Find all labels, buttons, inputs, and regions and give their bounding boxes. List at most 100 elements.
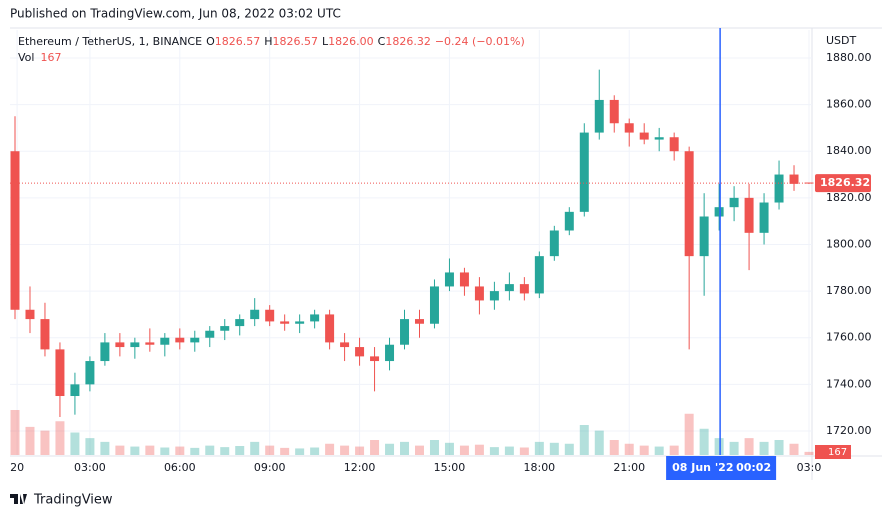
volume-bar xyxy=(145,445,155,455)
volume-bar xyxy=(579,425,589,455)
candle-body xyxy=(205,330,215,338)
y-tick-label: 1780.00 xyxy=(826,284,872,297)
candle-body xyxy=(474,286,484,301)
candle-body xyxy=(280,321,290,324)
logo-text: TradingView xyxy=(33,493,113,508)
candle-body xyxy=(594,99,604,133)
symbol: Ethereum / TetherUS, 1, BINANCE xyxy=(18,35,202,48)
y-tick-label: 1880.00 xyxy=(826,51,872,64)
candle-body xyxy=(25,309,35,320)
candle-body xyxy=(699,216,709,257)
crosshair-date: 08 Jun '22 xyxy=(672,461,733,474)
x-tick-label: 20 xyxy=(10,461,24,474)
x-tick-label: 21:00 xyxy=(613,461,645,474)
legend-value: 1826.32 xyxy=(385,35,431,48)
volume-bar xyxy=(325,443,335,455)
candle-body xyxy=(235,319,245,327)
candle-body xyxy=(744,197,754,233)
candle-body xyxy=(444,272,454,287)
legend-key: L xyxy=(322,35,329,48)
x-tick-label: 18:00 xyxy=(523,461,555,474)
candle-body xyxy=(160,337,170,345)
candle-body xyxy=(534,256,544,294)
candle-body xyxy=(190,337,200,343)
volume-bar xyxy=(549,442,559,455)
candle-body xyxy=(654,137,664,140)
y-tick-label: 1720.00 xyxy=(826,424,872,437)
volume-bar xyxy=(729,441,739,455)
volume-bar xyxy=(519,447,529,455)
candle-body xyxy=(489,291,499,301)
candle-body xyxy=(355,347,365,357)
candle-body xyxy=(10,151,20,310)
legend-key: C xyxy=(378,35,386,48)
legend-key: O xyxy=(206,35,215,48)
volume-bar xyxy=(115,445,125,455)
candle-body xyxy=(549,230,559,257)
volume-bar xyxy=(804,451,814,455)
candle-body xyxy=(400,319,410,345)
candle-body xyxy=(789,174,799,184)
crosshair-time: 00:02 xyxy=(736,461,771,474)
candle-body xyxy=(609,99,619,124)
volume-bar xyxy=(609,440,619,455)
y-tick-label: 1800.00 xyxy=(826,237,872,250)
tradingview-logo xyxy=(10,494,27,504)
volume-bar xyxy=(474,444,484,455)
y-tick-label: 1840.00 xyxy=(826,144,872,157)
volume-bar xyxy=(235,446,245,455)
volume-bar xyxy=(534,441,544,455)
x-tick-label: 15:00 xyxy=(434,461,466,474)
legend: Ethereum / TetherUS, 1, BINANCE O1826.57 H… xyxy=(18,35,525,48)
volume-bar xyxy=(175,446,185,455)
volume-bar xyxy=(759,441,769,455)
crosshair-box xyxy=(666,456,777,480)
volume-axis-label: 167 xyxy=(828,447,847,458)
y-tick-label: 1740.00 xyxy=(826,377,872,390)
y-tick-label: 1760.00 xyxy=(826,331,872,344)
last-price-box xyxy=(815,174,871,193)
volume-value: 167 xyxy=(40,51,61,64)
volume-bar xyxy=(385,443,395,455)
volume-bar xyxy=(429,440,439,455)
volume-bar xyxy=(190,447,200,455)
volume-bar xyxy=(85,438,95,455)
candle-body xyxy=(804,182,814,184)
candle-body xyxy=(310,314,320,322)
volume-bar xyxy=(55,421,65,455)
volume-bar xyxy=(744,438,754,455)
volume-bar xyxy=(265,445,275,455)
volume-bar xyxy=(130,446,140,455)
candle-body xyxy=(220,326,230,331)
candle-body xyxy=(85,361,95,385)
candle-body xyxy=(265,309,275,322)
volume-bar xyxy=(639,445,649,455)
candle-body xyxy=(100,342,110,362)
candle-body xyxy=(145,342,155,345)
x-tick-label: 06:00 xyxy=(164,461,196,474)
candle-body xyxy=(504,284,514,292)
volume-bar xyxy=(205,445,215,455)
volume-bar xyxy=(220,447,230,455)
volume-bar xyxy=(459,445,469,455)
candle-body xyxy=(519,284,529,294)
x-tick-label: 03:0 xyxy=(797,461,822,474)
volume-bar xyxy=(250,441,260,455)
candle-body xyxy=(325,314,335,343)
candle-body xyxy=(115,342,125,348)
candle-body xyxy=(459,272,469,287)
volume-box xyxy=(815,445,851,459)
candle-body xyxy=(759,202,769,233)
plot xyxy=(10,69,814,455)
volume-bar xyxy=(295,448,305,455)
legend-value: 1826.57 xyxy=(273,35,319,48)
volume-bar xyxy=(714,438,724,455)
volume-bar xyxy=(340,445,350,455)
volume-bar xyxy=(280,447,290,455)
candle-body xyxy=(175,337,185,343)
volume-bar xyxy=(789,443,799,455)
candle-body xyxy=(729,197,739,208)
volume-bar xyxy=(504,446,514,455)
